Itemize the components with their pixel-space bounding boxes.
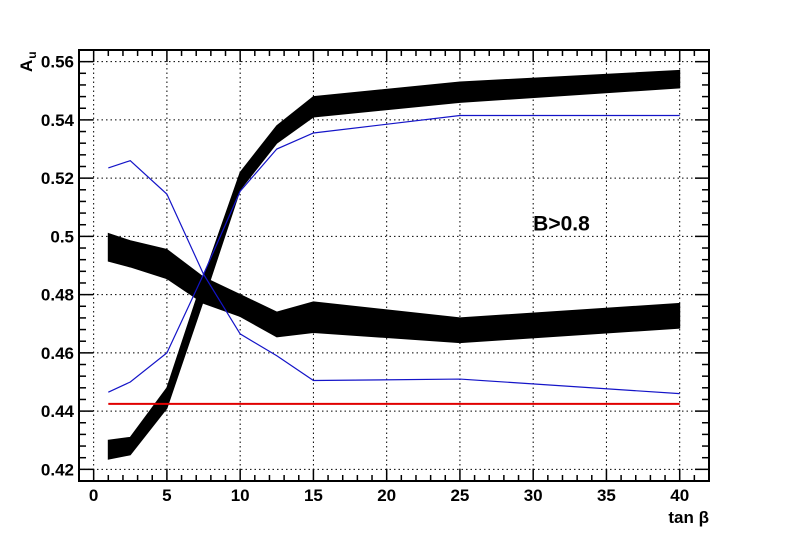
x-tick-label-5: 25 [450,486,469,505]
x-tick-label-1: 5 [162,486,171,505]
y-tick-label-2: 0.46 [41,344,74,363]
annotation-b-cut: B>0.8 [533,213,590,236]
y-tick-label-0: 0.42 [41,460,74,479]
line-1 [108,114,680,393]
y-axis-title-main: A [17,60,36,72]
bands [107,69,681,460]
x-axis-title: tan β [668,508,709,527]
x-tick-label-6: 30 [524,486,543,505]
x-tick-label-8: 40 [670,486,689,505]
y-tick-label-4: 0.5 [50,227,74,246]
x-tick-label-3: 15 [304,486,323,505]
y-tick-label-1: 0.44 [41,402,75,421]
band-1 [107,232,681,344]
y-axis-title: Au [17,51,39,72]
line-0 [108,159,680,395]
y-tick-label-5: 0.52 [41,169,74,188]
x-tick-label-4: 20 [377,486,396,505]
y-axis-title-subscript: u [25,51,39,58]
grid [79,50,709,481]
lines [108,114,680,405]
y-tick-label-3: 0.48 [41,286,74,305]
x-tick-label-2: 10 [231,486,250,505]
y-tick-label-7: 0.56 [41,53,74,72]
band-0 [107,69,681,460]
y-tick-label-6: 0.54 [41,111,75,130]
axis-ticks [79,49,710,482]
plot-frame [78,49,710,482]
tick-labels: 0 5 10 15 20 25 30 35 40 0.42 0.44 0.46 0.48 0.5 0.52 0… [41,53,689,505]
x-tick-label-7: 35 [597,486,616,505]
x-tick-label-0: 0 [89,486,98,505]
